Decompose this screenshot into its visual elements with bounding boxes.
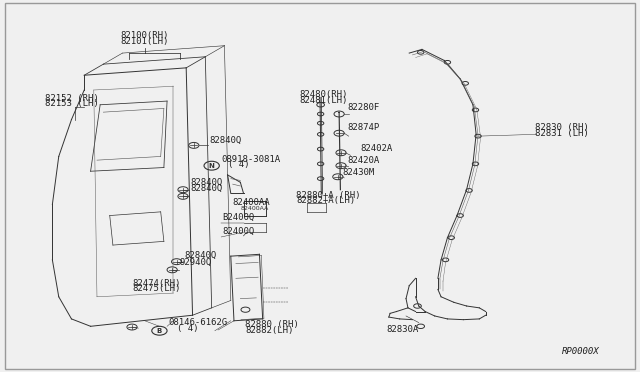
Text: RP0000X: RP0000X [561, 347, 599, 356]
Text: N: N [209, 163, 214, 169]
Text: ( 4): ( 4) [177, 324, 198, 333]
Text: 82874P: 82874P [348, 124, 380, 132]
Text: 92940Q: 92940Q [180, 258, 212, 267]
Text: 82840Q: 82840Q [191, 185, 223, 193]
Text: 82430M: 82430M [342, 168, 374, 177]
Text: 82420A: 82420A [348, 155, 380, 164]
Text: 82475(LH): 82475(LH) [132, 284, 180, 293]
Text: 82474(RH): 82474(RH) [132, 279, 180, 288]
Text: 82101(LH): 82101(LH) [120, 37, 169, 46]
Text: 82481(LH): 82481(LH) [300, 96, 348, 105]
Text: 82830A: 82830A [387, 326, 419, 334]
Text: 82400AA: 82400AA [240, 206, 269, 211]
Text: 82480(RH): 82480(RH) [300, 90, 348, 99]
Text: 08146-6162G: 08146-6162G [168, 318, 227, 327]
Text: 82152 (RH): 82152 (RH) [45, 94, 99, 103]
Text: 82400AA: 82400AA [232, 198, 269, 207]
Text: 82830 (RH): 82830 (RH) [536, 124, 589, 132]
Text: 82280F: 82280F [348, 103, 380, 112]
Text: 82882(LH): 82882(LH) [246, 326, 294, 335]
Text: 82831 (LH): 82831 (LH) [536, 129, 589, 138]
Text: 82840Q: 82840Q [191, 178, 223, 187]
Text: 82840Q: 82840Q [184, 251, 216, 260]
Text: 82880 (RH): 82880 (RH) [246, 320, 299, 329]
Text: 82840Q: 82840Q [210, 136, 242, 145]
Text: 82400Q: 82400Q [223, 227, 255, 236]
Text: B2400Q: B2400Q [223, 213, 255, 222]
Text: 82153 (LH): 82153 (LH) [45, 99, 99, 109]
Text: 08918-3081A: 08918-3081A [221, 155, 280, 164]
Text: 82880+A (RH): 82880+A (RH) [296, 191, 361, 200]
Text: ( 4): ( 4) [228, 160, 249, 169]
Text: B: B [157, 328, 162, 334]
Text: 82882+A(LH): 82882+A(LH) [296, 196, 356, 205]
Text: 82100(RH): 82100(RH) [120, 31, 169, 40]
Text: 82402A: 82402A [360, 144, 392, 153]
